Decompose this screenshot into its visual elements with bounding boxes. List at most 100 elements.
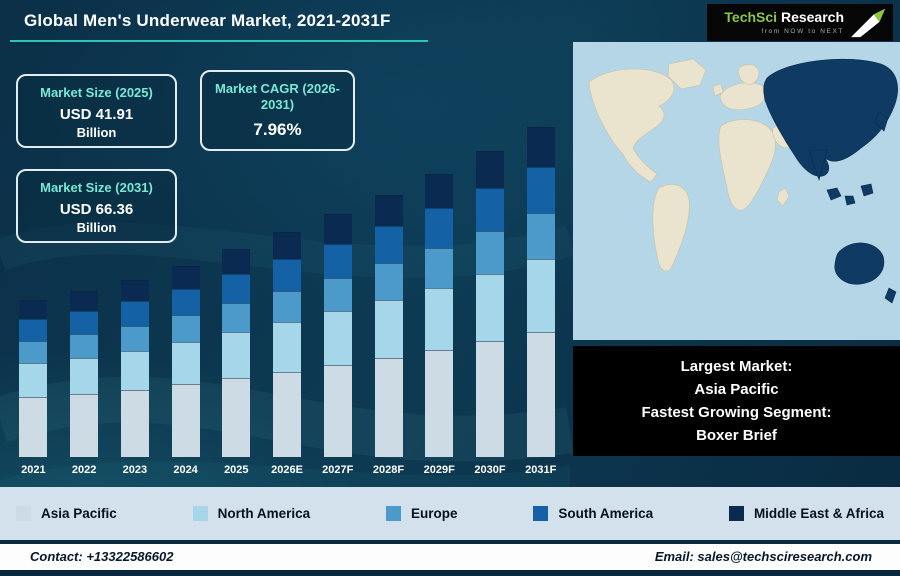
stacked-bar bbox=[171, 265, 200, 457]
bar-segment bbox=[526, 212, 555, 260]
legend-item: South America bbox=[533, 506, 653, 521]
legend-item: Asia Pacific bbox=[16, 506, 117, 521]
legend-swatch bbox=[192, 506, 208, 521]
x-axis-label: 2022 bbox=[71, 464, 97, 476]
bar-slot: 2026E bbox=[262, 109, 313, 479]
x-axis-label: 2031F bbox=[525, 464, 557, 476]
bar-segment bbox=[70, 357, 99, 394]
x-axis-label: 2023 bbox=[122, 464, 148, 476]
continent-africa bbox=[718, 119, 776, 211]
logo-brand: TechSci Research bbox=[724, 10, 844, 25]
stat-card-market-cagr: Market CAGR (2026-2031) 7.96% bbox=[200, 70, 355, 151]
legend-label: Middle East & Africa bbox=[753, 506, 884, 521]
bar-segment bbox=[475, 273, 504, 341]
stacked-bar bbox=[70, 290, 99, 457]
stacked-bar bbox=[19, 300, 48, 457]
footer-bottom-bar bbox=[0, 570, 900, 576]
legend-swatch bbox=[728, 506, 744, 521]
bar-segment bbox=[19, 397, 48, 457]
callout-line: Largest Market: bbox=[680, 357, 793, 375]
footer-contact: Contact: +13322586602 bbox=[30, 549, 174, 564]
x-axis-label: 2028F bbox=[372, 464, 405, 476]
bar-segment bbox=[374, 195, 403, 227]
stat-label: Market CAGR (2026-2031) bbox=[215, 81, 340, 113]
legend-label: Asia Pacific bbox=[41, 506, 117, 521]
logo-text: TechSci Research from NOW to NEXT bbox=[724, 10, 844, 35]
continent-greenland bbox=[667, 58, 707, 90]
bar-segment bbox=[475, 188, 504, 231]
x-axis-label: 2026E bbox=[271, 464, 303, 476]
title-underline bbox=[10, 40, 428, 42]
bar-segment bbox=[70, 290, 99, 311]
logo-brand-white: Research bbox=[780, 9, 844, 26]
stacked-bar bbox=[222, 248, 251, 457]
bar-segment bbox=[120, 351, 149, 390]
bar-segment bbox=[19, 300, 48, 320]
bar-segment bbox=[425, 174, 454, 208]
continent-south-america bbox=[652, 184, 690, 272]
bar-slot: 2030F bbox=[465, 109, 516, 479]
stat-label: Market Size (2025) bbox=[40, 85, 153, 100]
stat-value: 7.96% bbox=[253, 119, 302, 139]
bar-segment bbox=[374, 357, 403, 457]
bar-slot: 2023 bbox=[109, 109, 160, 479]
bar-slot: 2024 bbox=[160, 109, 211, 479]
bar-slot: 2028F bbox=[363, 109, 414, 479]
bar-segment bbox=[171, 342, 200, 385]
region-new-zealand-highlight bbox=[884, 287, 897, 304]
x-axis-label: 2021 bbox=[21, 464, 46, 476]
bar-segment bbox=[323, 277, 352, 312]
bar-segment bbox=[19, 363, 48, 398]
bar-segment bbox=[273, 290, 302, 322]
x-axis-label: 2025 bbox=[224, 464, 249, 476]
stacked-bar-chart: 2021 2022 2023 2024 2025 2026E 2027F 2028F 2029F… bbox=[8, 109, 566, 479]
page-title: Global Men's Underwear Market, 2021-2031… bbox=[24, 11, 391, 30]
bar-slot: 2031F bbox=[515, 109, 566, 479]
region-australia-highlight bbox=[834, 242, 885, 285]
bar-segment bbox=[475, 230, 504, 274]
region-asia-pacific-highlight bbox=[763, 58, 898, 182]
x-axis-label: 2024 bbox=[173, 464, 198, 476]
bar-segment bbox=[526, 166, 555, 213]
stat-value: USD 41.91 bbox=[59, 106, 134, 124]
largest-market-callout: Largest Market: Asia Pacific Fastest Gro… bbox=[573, 346, 900, 456]
stat-unit: Billion bbox=[76, 220, 117, 236]
bar-segment bbox=[120, 326, 149, 352]
stat-card-market-size-2031: Market Size (2031) USD 66.36 Billion bbox=[16, 169, 177, 243]
callout-line: Boxer Brief bbox=[696, 427, 777, 445]
bar-segment bbox=[70, 393, 99, 457]
bar-slot: 2027F bbox=[312, 109, 363, 479]
bar-segment bbox=[120, 389, 149, 457]
bar-segment bbox=[425, 349, 454, 457]
bar-slot: 2022 bbox=[59, 109, 110, 479]
legend-item: Middle East & Africa bbox=[728, 506, 884, 521]
stat-unit: Billion bbox=[76, 125, 117, 141]
callout-line: Fastest Growing Segment: bbox=[641, 404, 832, 421]
stat-card-market-size-2025: Market Size (2025) USD 41.91 Billion bbox=[16, 74, 177, 148]
bar-segment bbox=[171, 265, 200, 289]
world-map bbox=[573, 42, 900, 340]
bar-segment bbox=[374, 299, 403, 358]
bar-segment bbox=[273, 371, 302, 457]
bar-slot: 2029F bbox=[414, 109, 465, 479]
region-scandinavia bbox=[738, 64, 760, 85]
stacked-bar bbox=[374, 195, 403, 457]
stacked-bar bbox=[475, 151, 504, 457]
bar-segment bbox=[120, 280, 149, 302]
bar-segment bbox=[171, 315, 200, 343]
bar-segment bbox=[323, 364, 352, 457]
bar-segment bbox=[273, 232, 302, 260]
footer-email: Email: sales@techsciresearch.com bbox=[654, 549, 872, 564]
bar-segment bbox=[323, 214, 352, 244]
continent-north-america bbox=[588, 68, 675, 183]
bar-segment bbox=[526, 331, 555, 457]
stacked-bar bbox=[120, 280, 149, 457]
bar-slot: 2025 bbox=[211, 109, 262, 479]
bar-segment bbox=[374, 226, 403, 264]
chart-legend: Asia Pacific North America Europe South Ame… bbox=[0, 487, 900, 540]
x-axis-label: 2027F bbox=[322, 464, 354, 476]
bar-segment bbox=[526, 126, 555, 167]
bar-segment bbox=[475, 340, 504, 457]
bar-slot: 2021 bbox=[8, 109, 59, 479]
